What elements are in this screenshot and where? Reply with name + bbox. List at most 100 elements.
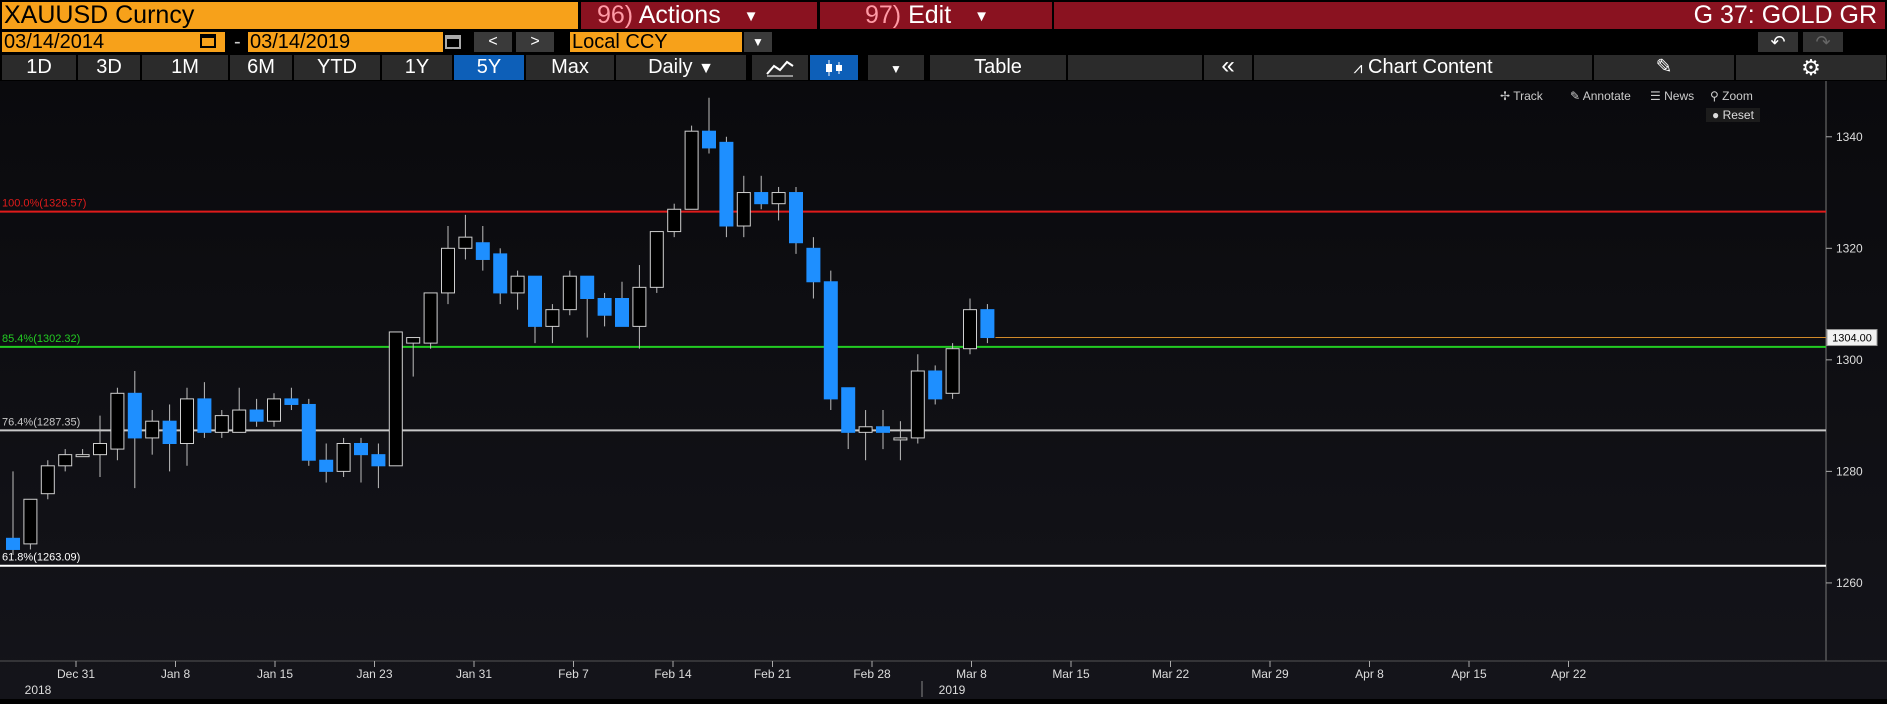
chevron-down-icon: ▼ [890, 62, 902, 76]
end-date-value: 03/14/2019 [250, 31, 351, 53]
candle-down [284, 398, 299, 405]
chevron-down-icon: ▼ [974, 7, 989, 25]
candle-down [249, 409, 264, 422]
x-tick-label: Apr 15 [1451, 667, 1487, 681]
edit-menu-label: Edit [908, 1, 952, 29]
period-toolbar: 1D 3D 1M 6M YTD 1Y 5Y Max Daily ▼ ▼ Tabl… [0, 54, 1887, 81]
actions-menu-label: Actions [638, 1, 721, 29]
redo-icon[interactable]: ↷ [1803, 32, 1843, 52]
magnifier-icon: ⚲ [1710, 89, 1719, 103]
track-tool[interactable]: ✢ Track [1500, 89, 1543, 103]
drawing-tools-icon[interactable]: ✎ [1594, 55, 1734, 80]
candle-down [876, 426, 890, 433]
reset-label: Reset [1722, 108, 1754, 122]
candle-down [702, 130, 716, 149]
candlestick-chart-icon[interactable] [810, 55, 858, 80]
annotate-label: Annotate [1582, 89, 1631, 103]
security-ticker-field[interactable]: XAUUSD Curncy [2, 2, 578, 29]
y-tick-label: 1320 [1836, 241, 1863, 255]
previous-period-button[interactable]: < [474, 32, 512, 52]
undo-icon[interactable]: ↶ [1758, 32, 1798, 52]
calendar-icon[interactable] [200, 34, 216, 48]
zoom-tool[interactable]: ⚲ Zoom [1710, 89, 1753, 103]
last-price-label: 1304.00 [1832, 333, 1872, 345]
candle-down [371, 454, 386, 467]
period-1m[interactable]: 1M [142, 55, 228, 80]
x-axis: Dec 31 Jan 8 Jan 15 Jan 23 Jan 31 Feb 7 Feb 14… [25, 661, 1587, 697]
x-tick-label: Feb 7 [558, 667, 589, 681]
candle-down [823, 281, 838, 400]
table-button[interactable]: Table [930, 55, 1066, 80]
news-icon: ☰ [1650, 89, 1661, 103]
x-tick-label: Mar 8 [956, 667, 987, 681]
start-date-field[interactable]: 03/14/2014 [2, 32, 225, 52]
candle-up [75, 454, 90, 458]
candle-down [197, 398, 212, 433]
chart-type-dropdown[interactable]: ▼ [868, 55, 924, 80]
candle-down [493, 253, 508, 294]
candle-up [58, 454, 73, 467]
zoom-label: Zoom [1722, 89, 1753, 103]
chevron-down-icon[interactable]: ▼ [744, 32, 772, 52]
candlestick-chart-canvas[interactable]: 114.6%(1350.82)100.0%(1326.57)85.4%(1302… [0, 62, 1887, 699]
start-date-value: 03/14/2014 [4, 31, 105, 53]
collapse-panel-button[interactable]: « [1204, 54, 1252, 80]
candle-up [93, 443, 107, 456]
x-tick-label: Feb 14 [654, 667, 692, 681]
period-3d[interactable]: 3D [78, 55, 140, 80]
line-chart-icon[interactable] [752, 55, 808, 80]
period-max[interactable]: Max [526, 55, 614, 80]
candle-down [928, 370, 943, 400]
period-6m[interactable]: 6M [230, 55, 292, 80]
period-1d[interactable]: 1D [2, 55, 76, 80]
end-date-field[interactable]: 03/14/2019 [248, 32, 443, 52]
candle-up [858, 426, 873, 433]
y-tick-label: 1300 [1836, 353, 1863, 367]
crosshair-icon: ✢ [1500, 89, 1511, 103]
edit-menu[interactable]: 97) Edit ▼ [820, 2, 1052, 29]
period-5y[interactable]: 5Y [454, 55, 524, 80]
edit-menu-number: 97) [865, 1, 902, 29]
x-tick-label: Jan 15 [257, 667, 293, 681]
candle-up [632, 286, 647, 327]
candle-up [771, 192, 786, 205]
news-label: News [1664, 89, 1695, 103]
candle-down [528, 275, 542, 327]
price-chart[interactable]: 114.6%(1350.82)100.0%(1326.57)85.4%(1302… [0, 62, 1887, 699]
candle-up [910, 370, 925, 439]
candle-up [963, 309, 977, 350]
candle-up [180, 398, 194, 444]
candle-down [580, 275, 595, 299]
next-period-button[interactable]: > [516, 32, 554, 52]
candle-up [649, 231, 664, 288]
blank-toolbar-slot [1068, 55, 1202, 80]
annotate-tool[interactable]: ✎ Annotate [1570, 89, 1631, 103]
gear-icon[interactable]: ⚙ [1736, 55, 1886, 80]
x-tick-label: Feb 28 [853, 667, 891, 681]
candle-down [841, 387, 856, 433]
currency-field[interactable]: Local CCY [570, 32, 742, 52]
candle-down [6, 537, 20, 550]
top-command-bar: XAUUSD Curncy 96) Actions ▼ 97) Edit ▼ G… [0, 0, 1887, 31]
period-ytd[interactable]: YTD [294, 55, 380, 80]
reset-button[interactable]: ● Reset [1706, 108, 1760, 122]
actions-menu[interactable]: 96) Actions ▼ [581, 2, 817, 29]
fib-level-label: 100.0%(1326.57) [2, 198, 86, 210]
chart-content-button[interactable]: ⩘ Chart Content [1254, 55, 1592, 80]
candle-up [945, 348, 960, 394]
period-1y[interactable]: 1Y [382, 55, 452, 80]
candle-up [510, 275, 525, 294]
calendar-icon[interactable] [445, 35, 461, 49]
fib-level-label: 61.8%(1263.09) [2, 552, 80, 564]
frequency-label: Daily [648, 56, 693, 78]
candle-up [145, 420, 160, 439]
candle-down [980, 309, 995, 339]
candle-up [214, 415, 229, 433]
news-tool[interactable]: ☰ News [1650, 89, 1694, 103]
year-label: 2018 [25, 683, 52, 697]
y-tick-label: 1280 [1836, 464, 1863, 478]
candle-up [893, 437, 908, 441]
x-tick-label: Apr 8 [1355, 667, 1384, 681]
candle-up [110, 392, 125, 450]
frequency-dropdown[interactable]: Daily ▼ [616, 55, 746, 80]
